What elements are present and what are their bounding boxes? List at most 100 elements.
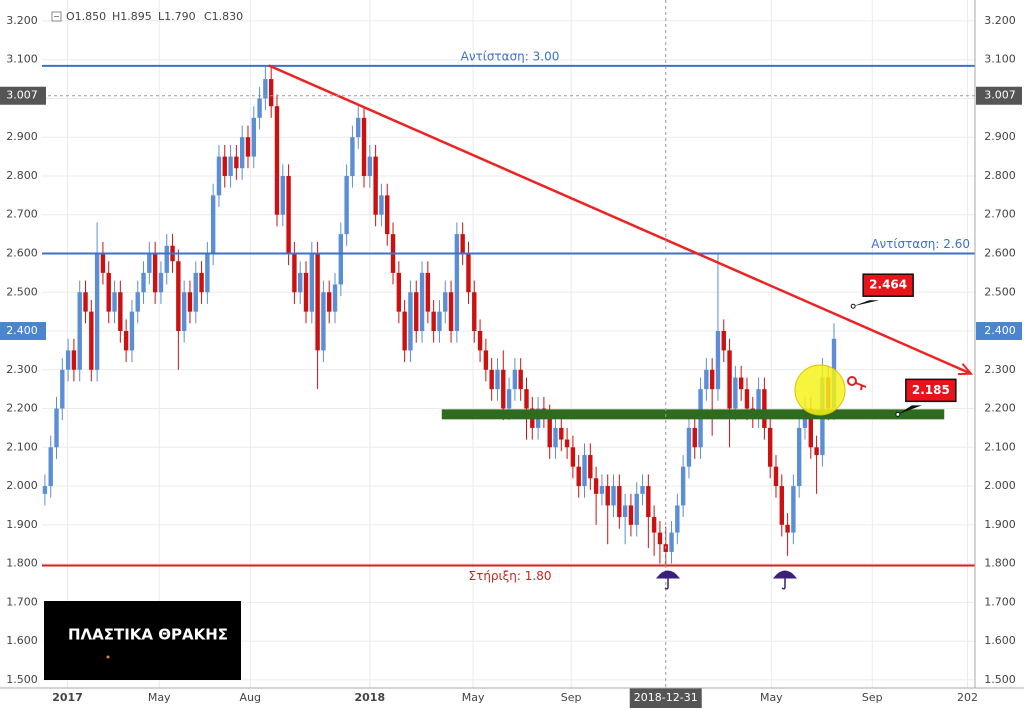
candle-body — [356, 117, 361, 138]
candle-body — [303, 272, 309, 312]
candle-body — [239, 137, 245, 169]
candle-body — [199, 272, 204, 293]
y-tick-label-right: 3.200 — [984, 14, 1016, 27]
candle-body — [60, 369, 65, 409]
key-icon — [847, 376, 867, 391]
x-tick-label: Sep — [561, 691, 582, 704]
candle-body — [379, 195, 384, 215]
candle-body — [495, 369, 500, 390]
ohlc-legend: L1.790 — [158, 10, 196, 23]
y-tick-label: 2.200 — [6, 402, 38, 415]
candle-body — [118, 292, 123, 332]
candle-body — [431, 311, 436, 332]
y-tick-label: 1.900 — [6, 518, 38, 531]
crosshair-y-label: 3.007 — [984, 89, 1016, 102]
candle-body — [234, 156, 239, 169]
candle-body — [297, 272, 303, 293]
candle-body — [106, 272, 111, 312]
legend-toggle[interactable] — [51, 11, 62, 22]
candle-body — [785, 524, 790, 533]
candle-body — [367, 156, 373, 176]
candle-body — [466, 253, 471, 293]
crosshair-y-box — [0, 86, 46, 105]
x-tick-label: Sep — [862, 691, 883, 704]
candle-body — [71, 350, 77, 370]
callout-box — [862, 273, 914, 297]
ohlc-legend: O1.850 — [66, 10, 106, 23]
y-tick-label-right: 1.500 — [984, 673, 1016, 686]
candle-body — [501, 369, 506, 409]
x-tick-label: Aug — [240, 691, 261, 704]
y-tick-label: 3.100 — [6, 53, 38, 66]
candle-body — [373, 156, 378, 215]
candle-body — [454, 234, 460, 332]
x-tick-label: 2017 — [52, 691, 83, 704]
candle-body — [617, 486, 622, 518]
candle-body — [222, 156, 227, 176]
candle-body — [564, 439, 570, 448]
x-tick-label: 2018 — [355, 691, 386, 704]
y-tick-label-right: 2.100 — [984, 440, 1016, 453]
y-tick-label-right: 2.200 — [984, 402, 1016, 415]
candle-body — [721, 331, 726, 351]
y-tick-label: 2.500 — [6, 285, 38, 298]
candle-body — [570, 447, 576, 467]
candle-body — [588, 455, 593, 479]
candle-body — [419, 272, 425, 332]
candle-body — [181, 292, 187, 332]
candle-body — [332, 284, 338, 312]
candle-body — [559, 427, 564, 440]
y-tick-label: 1.700 — [6, 595, 38, 608]
y-tick-label-right: 1.800 — [984, 557, 1016, 570]
y-tick-label-right: 2.700 — [984, 208, 1016, 221]
candle-body — [263, 79, 268, 99]
candle-body — [65, 350, 71, 370]
candle-body — [205, 253, 210, 293]
candle-body — [77, 292, 82, 370]
callout-label: 2.464 — [869, 278, 907, 292]
candle-body — [448, 292, 454, 332]
candle-body — [274, 106, 280, 215]
highlight-circle — [794, 364, 846, 416]
candle-body — [176, 261, 181, 332]
y-tick-label-right: 2.500 — [984, 285, 1016, 298]
candle-body — [669, 532, 674, 552]
candle-body — [582, 455, 587, 487]
callout-pointer — [897, 405, 922, 415]
candle-body — [152, 253, 158, 293]
y-tick-label: 2.100 — [6, 440, 38, 453]
candle-body — [576, 466, 581, 487]
candle-body — [361, 117, 367, 176]
y-tick-label-right: 2.000 — [984, 479, 1016, 492]
candle-body — [147, 253, 152, 273]
callout-label: 2.185 — [912, 383, 950, 397]
candle-body — [599, 486, 605, 494]
candle-body — [611, 486, 616, 506]
candle-body — [123, 331, 129, 351]
price-marker-box — [976, 322, 1022, 341]
trendline-arrow — [957, 363, 974, 376]
callout-box — [905, 378, 957, 403]
y-tick-label-right: 1.600 — [984, 634, 1016, 647]
candle-body — [89, 311, 94, 370]
candle-body — [251, 117, 256, 157]
y-tick-label-right: 1.700 — [984, 595, 1016, 608]
candle-body — [483, 350, 489, 370]
crosshair-y-label: 3.007 — [6, 89, 38, 102]
crosshair-x-label: 2018-12-31 — [634, 691, 698, 704]
y-tick-label: 3.200 — [6, 14, 38, 27]
candle-body — [164, 245, 169, 273]
price-marker-label: 2.400 — [984, 324, 1016, 337]
y-tick-label: 2.700 — [6, 208, 38, 221]
candle-body — [767, 427, 773, 467]
level-label: Αντίσταση: 2.60 — [871, 237, 970, 251]
trendline — [268, 64, 972, 375]
candle-body — [477, 331, 483, 351]
candle-body — [744, 389, 750, 409]
candle-body — [42, 486, 48, 494]
candle-body — [506, 389, 512, 409]
y-tick-label-right: 1.900 — [984, 518, 1016, 531]
